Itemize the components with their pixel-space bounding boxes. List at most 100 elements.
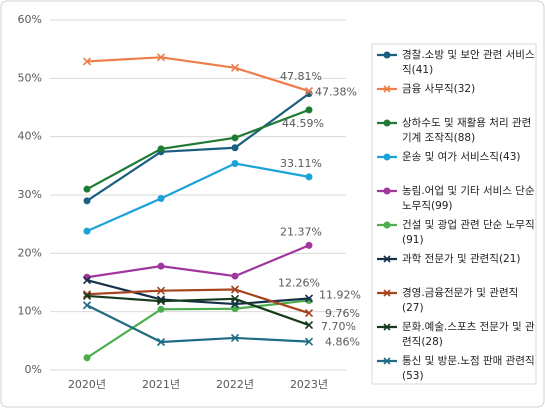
legend-marker (383, 119, 391, 127)
data-label: 12.26% (278, 276, 320, 289)
series-line (86, 299, 310, 359)
y-tick-label: 30% (18, 188, 42, 201)
point (231, 144, 239, 152)
series-line (86, 288, 310, 315)
legend-icon (377, 357, 397, 365)
point (83, 185, 91, 193)
point (157, 305, 165, 313)
series-line (86, 244, 310, 279)
series-line (86, 92, 310, 202)
point (304, 309, 314, 318)
legend-entry: 과학 전문가 및 관련직(21) (376, 252, 536, 282)
legend-entry: 통신 및 방문.노점 판매 관련직(53) (376, 354, 536, 384)
x-tick-label: 2022년 (216, 378, 254, 391)
legend-marker (383, 357, 391, 365)
point (304, 87, 314, 96)
legend-entry: 건설 및 광업 관련 단순 노무직(91) (376, 218, 536, 248)
data-label: 33.11% (280, 157, 322, 170)
point (305, 106, 313, 114)
legend-entry: 농림.어업 및 기타 서비스 단순 노무직(99) (376, 184, 536, 214)
series-line (86, 162, 310, 233)
legend-icon (377, 221, 397, 229)
y-tick-label: 60% (18, 13, 42, 26)
point (83, 354, 91, 362)
point (305, 173, 313, 181)
point (230, 285, 240, 294)
legend-icon (377, 187, 397, 195)
x-tick-label: 2021년 (142, 378, 180, 391)
point (156, 337, 166, 347)
legend-marker (383, 187, 391, 195)
data-label: 47.81% (280, 70, 322, 83)
series-line (86, 294, 310, 327)
data-label: 11.92% (319, 288, 361, 301)
legend-label: 경영.금융전문가 및 관련직(27) (402, 287, 519, 314)
legend-icon (377, 51, 397, 59)
legend-label: 운송 및 여가 서비스직(43) (402, 151, 521, 163)
point (82, 57, 92, 66)
legend-box (371, 43, 537, 385)
legend-icon (377, 255, 397, 263)
legend-marker (383, 153, 391, 161)
data-label: 21.37% (280, 225, 322, 238)
legend-icon (377, 323, 397, 331)
x-tick-label: 2023년 (290, 378, 328, 391)
legend-label: 농림.어업 및 기타 서비스 단순 노무직(99) (402, 185, 535, 212)
legend-label: 과학 전문가 및 관련직(21) (402, 253, 521, 265)
point (231, 272, 239, 280)
legend-entry: 문화.예술.스포츠 전문가 및 관련직(28) (376, 320, 536, 350)
legend-marker (383, 323, 391, 331)
point (82, 301, 92, 310)
y-tick-label: 10% (18, 305, 42, 318)
legend-marker (383, 221, 391, 229)
point (304, 337, 314, 346)
point (156, 286, 166, 295)
data-label: 4.86% (325, 336, 360, 349)
point (157, 195, 165, 202)
y-tick-label: 40% (18, 130, 42, 143)
series-line (86, 304, 310, 344)
point (304, 294, 314, 303)
point (231, 160, 239, 167)
series-line (86, 108, 310, 191)
legend-label: 경찰.소방 및 보안 관련 서비스직(41) (402, 49, 535, 76)
legend-marker (383, 51, 391, 59)
point (230, 294, 240, 303)
y-tick-label: 0% (25, 363, 42, 376)
x-tick-label: 2020년 (68, 378, 106, 391)
point (156, 53, 166, 62)
legend: 경찰.소방 및 보안 관련 서비스직(41) 금융 사무직(32) 상하수도 및 재… (376, 48, 536, 388)
data-label: 44.59% (282, 117, 324, 130)
legend-icon (377, 153, 397, 161)
y-tick-label: 20% (18, 246, 42, 259)
legend-entry: 금융 사무직(32) (376, 82, 536, 112)
legend-entry: 운송 및 여가 서비스직(43) (376, 150, 536, 180)
legend-entry: 경찰.소방 및 보안 관련 서비스직(41) (376, 48, 536, 78)
point (157, 262, 165, 270)
point (83, 197, 91, 205)
point (82, 276, 92, 285)
data-label: 47.38% (315, 86, 357, 99)
legend-entry: 경영.금융전문가 및 관련직(27) (376, 286, 536, 316)
point (230, 63, 240, 72)
legend-icon (377, 289, 397, 297)
legend-marker (383, 85, 391, 93)
legend-marker (383, 289, 391, 297)
legend-label: 금융 사무직(32) (402, 83, 476, 95)
point (230, 333, 240, 342)
y-tick-label: 50% (18, 71, 42, 84)
legend-label: 통신 및 방문.노점 판매 관련직(53) (402, 355, 535, 382)
point (156, 297, 166, 306)
point (83, 227, 91, 235)
point (82, 291, 92, 300)
legend-marker (383, 255, 391, 263)
point (231, 134, 239, 142)
legend-entry: 상하수도 및 재활용 처리 관련 기계 조작직(88) (376, 116, 536, 146)
point (304, 321, 314, 330)
legend-label: 건설 및 광업 관련 단순 노무직(91) (402, 219, 535, 246)
legend-label: 문화.예술.스포츠 전문가 및 관련직(28) (402, 321, 535, 348)
legend-icon (377, 119, 397, 127)
